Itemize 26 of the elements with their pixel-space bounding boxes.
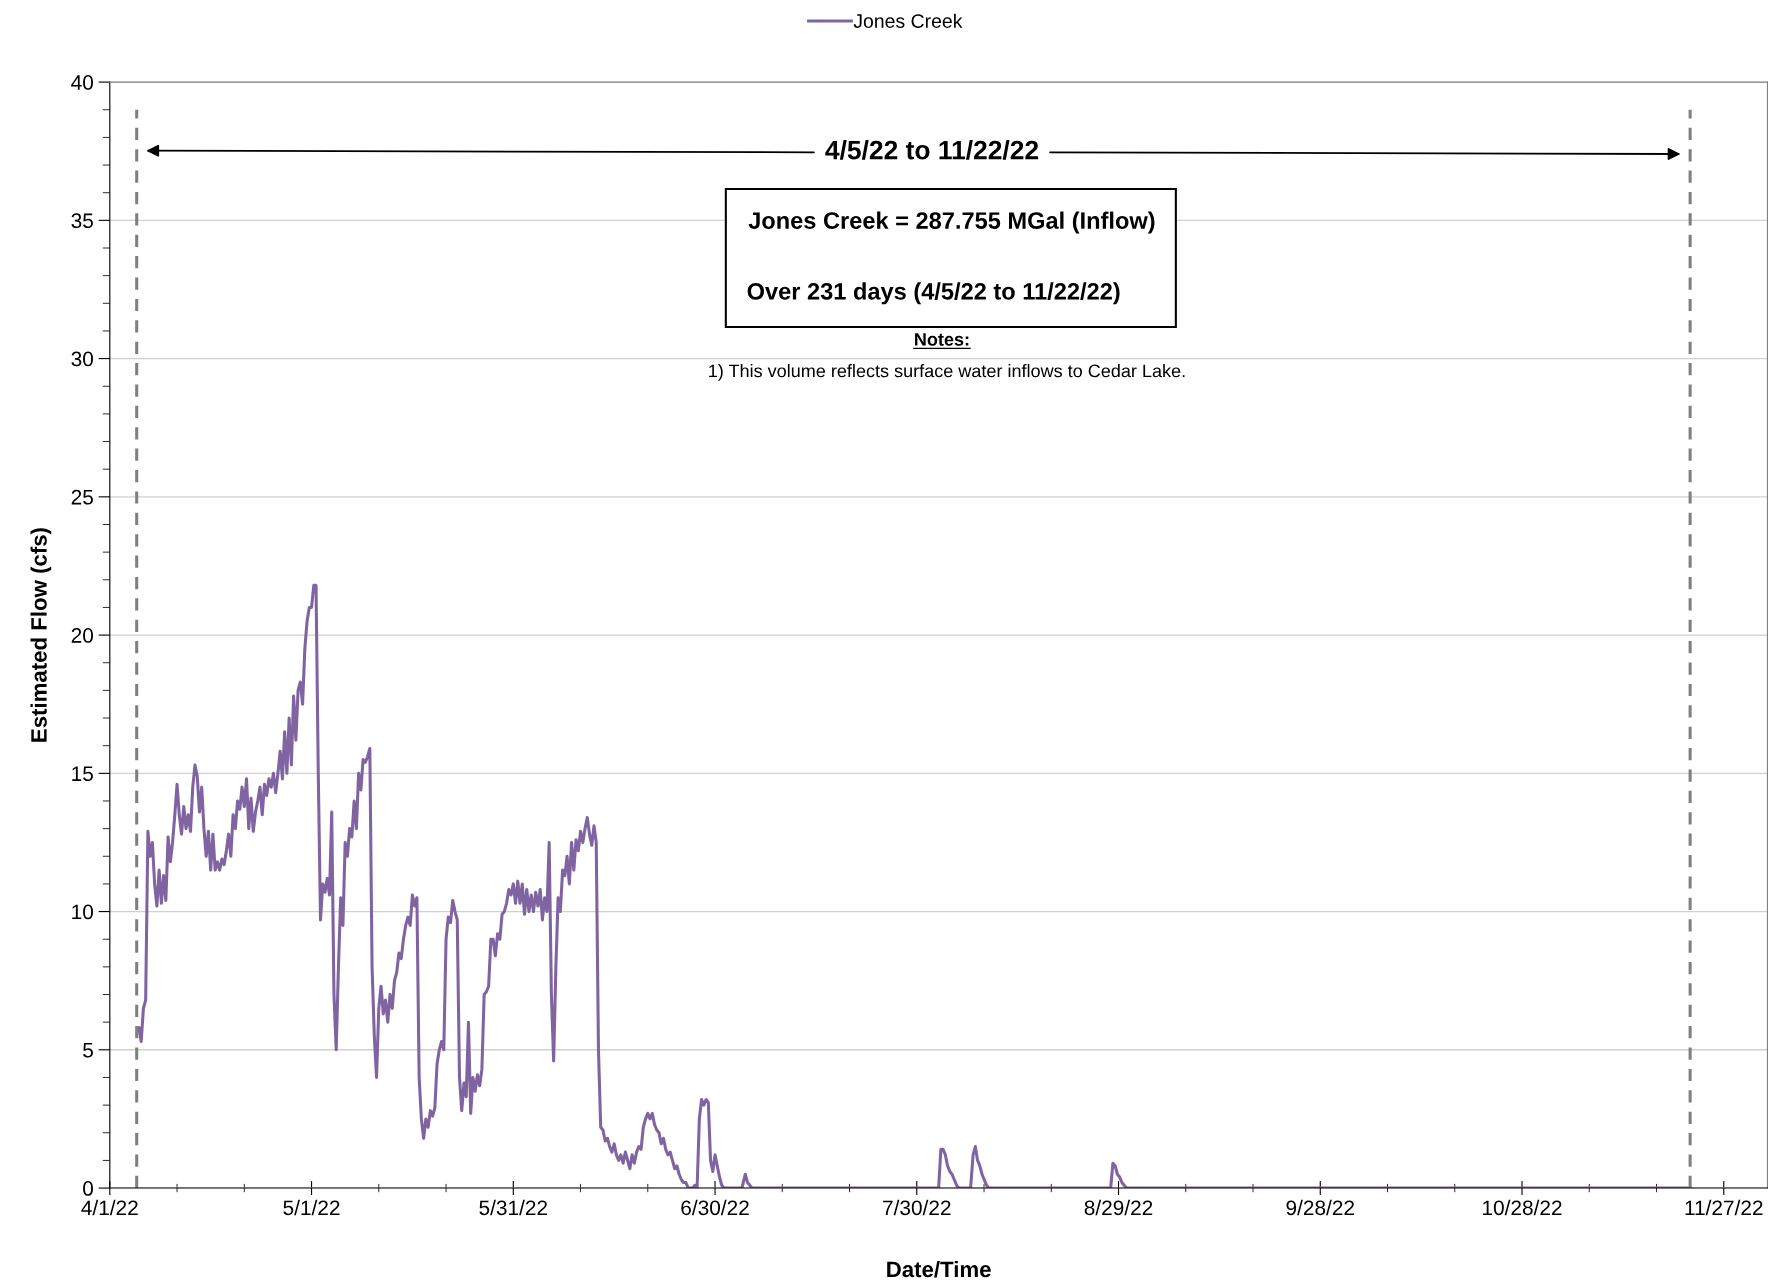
y-tick-label: 20 [71, 628, 94, 643]
annotation: 4/5/22 to 11/22/22 [825, 140, 1039, 160]
legend-label: Jones Creek [853, 13, 963, 28]
x-axis-title: Date/Time [887, 1260, 991, 1278]
x-tick-label: 7/30/22 [883, 1199, 951, 1216]
annotation: 1) This volume reflects surface water inflows to Cedar Lake. [709, 364, 1185, 381]
annotation: Jones Creek = 287.755 MGal (Inflow) [748, 211, 1155, 234]
y-tick-label: 40 [71, 75, 94, 90]
y-tick-label: 15 [72, 766, 93, 782]
x-tick-label: 5/1/22 [283, 1199, 340, 1216]
x-tick-label: 8/29/22 [1084, 1199, 1153, 1216]
y-tick-label: 30 [71, 351, 94, 367]
y-tick-label: 10 [72, 904, 94, 920]
annotation: Over 231 days (4/5/22 to 11/22/22) [747, 282, 1120, 305]
x-tick-label: 11/27/22 [1685, 1199, 1763, 1216]
x-tick-label: 9/28/22 [1286, 1199, 1354, 1216]
y-tick-label: 35 [71, 213, 93, 229]
x-tick-label: 5/31/22 [479, 1199, 547, 1216]
annotation: Notes: [915, 333, 969, 346]
y-tick-label: 0 [83, 1181, 94, 1196]
x-tick-label: 4/1/22 [81, 1199, 138, 1216]
y-axis-title: Estimated Flow (cfs) [30, 528, 52, 742]
x-tick-label: 10/28/22 [1483, 1199, 1562, 1216]
y-tick-label: 25 [71, 489, 93, 505]
y-tick-label: 5 [83, 1043, 93, 1058]
x-tick-label: 6/30/22 [681, 1199, 749, 1216]
